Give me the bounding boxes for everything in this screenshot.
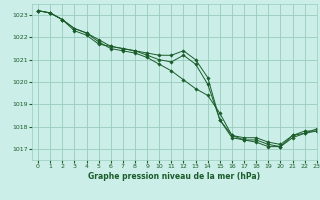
X-axis label: Graphe pression niveau de la mer (hPa): Graphe pression niveau de la mer (hPa) xyxy=(88,172,260,181)
